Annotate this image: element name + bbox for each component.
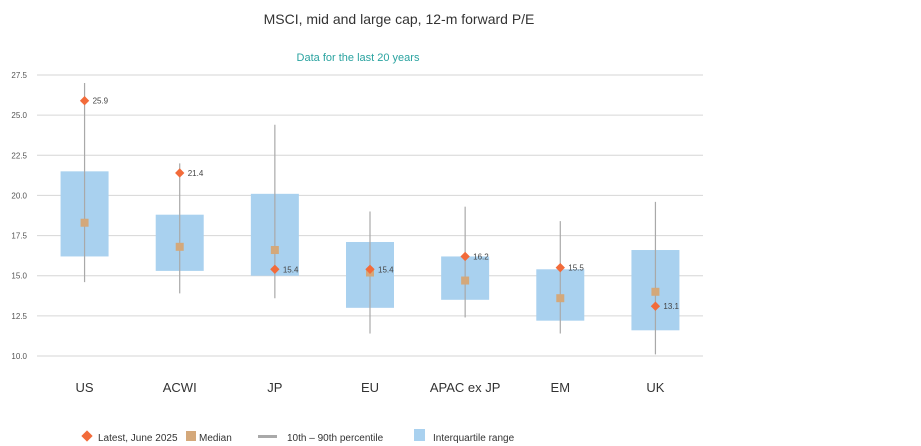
latest-marker [555, 263, 565, 273]
x-category-label: US [76, 380, 94, 395]
legend-latest-label: Latest, June 2025 [98, 433, 178, 444]
legend-iqr-marker [414, 429, 425, 441]
legend-iqr-label: Interquartile range [433, 433, 515, 444]
legend-range-marker [258, 435, 277, 438]
x-category-label: UK [646, 380, 664, 395]
median-marker [270, 246, 279, 255]
y-tick-label: 15.0 [11, 272, 27, 281]
x-category-label: EM [551, 380, 571, 395]
latest-marker [175, 168, 185, 178]
latest-value-label: 16.2 [473, 252, 489, 261]
legend-median-marker [186, 431, 196, 441]
legend: Latest, June 2025 Median 10th – 90th per… [81, 429, 515, 444]
median-marker [461, 276, 470, 285]
x-category-label: ACWI [163, 380, 197, 395]
x-axis: US ACWI JP EU APAC ex JP EM UK [76, 380, 665, 395]
y-tick-label: 20.0 [11, 191, 27, 200]
latest-value-label: 21.4 [188, 169, 204, 178]
latest-value-label: 25.9 [93, 97, 109, 106]
latest-value-label: 15.4 [283, 265, 299, 274]
median-marker [556, 294, 565, 303]
y-tick-label: 10.0 [11, 352, 27, 361]
median-marker [651, 287, 660, 296]
y-tick-label: 17.5 [11, 232, 27, 241]
chart-subtitle: Data for the last 20 years [297, 52, 420, 64]
chart-title: MSCI, mid and large cap, 12-m forward P/… [264, 11, 535, 27]
x-category-label: APAC ex JP [430, 380, 501, 395]
latest-marker [270, 264, 280, 274]
legend-range-label: 10th – 90th percentile [287, 433, 384, 444]
y-axis: 10.0 12.5 15.0 17.5 20.0 22.5 25.0 27.5 [11, 71, 27, 361]
plot-area: 25.9 21.4 15.4 15.4 16.2 15.5 13.1 [60, 83, 680, 355]
x-category-label: EU [361, 380, 379, 395]
x-category-label: JP [267, 380, 282, 395]
legend-median-label: Median [199, 433, 232, 444]
y-tick-label: 25.0 [11, 111, 27, 120]
legend-latest-marker [81, 430, 93, 442]
latest-value-label: 15.5 [568, 264, 584, 273]
latest-value-label: 13.1 [663, 302, 679, 311]
latest-marker [79, 96, 90, 106]
median-marker [80, 218, 89, 227]
latest-value-label: 15.4 [378, 265, 394, 274]
y-tick-label: 27.5 [11, 71, 27, 80]
y-tick-label: 22.5 [11, 151, 27, 160]
latest-marker [365, 264, 375, 274]
median-marker [175, 242, 184, 251]
y-tick-label: 12.5 [11, 312, 27, 321]
